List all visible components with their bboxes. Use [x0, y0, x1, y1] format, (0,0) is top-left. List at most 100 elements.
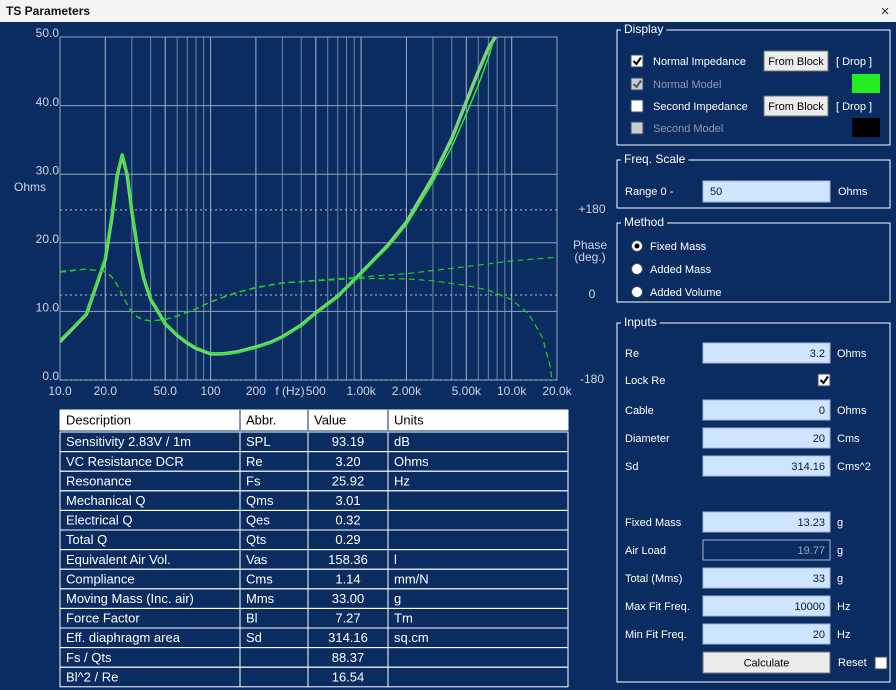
input-label: Lock Re: [625, 375, 665, 387]
input-unit: g: [837, 545, 843, 557]
checkbox[interactable]: [874, 656, 888, 670]
checkbox[interactable]: [630, 99, 644, 113]
table-cell: Cms: [246, 571, 273, 586]
checkbox[interactable]: [630, 54, 644, 68]
input-field[interactable]: [702, 180, 831, 203]
table-cell: Resonance: [66, 473, 132, 488]
input-field[interactable]: [702, 623, 831, 645]
table-cell: Compliance: [66, 571, 135, 586]
table-cell: Vas: [246, 552, 268, 567]
group-box: [616, 159, 891, 209]
table-cell: 93.19: [332, 434, 365, 449]
input-field[interactable]: [702, 399, 831, 421]
method-option: Added Volume: [650, 287, 722, 299]
table-header-cell: Units: [394, 412, 424, 427]
input-field[interactable]: [702, 567, 831, 589]
table-cell: Electrical Q: [66, 513, 132, 528]
input-value: 33: [813, 573, 825, 585]
x-tick-label: 50.0: [154, 384, 178, 398]
y-tick-label: 10.0: [36, 301, 60, 315]
input-field[interactable]: [702, 455, 831, 477]
table-cell: Fs / Qts: [66, 650, 112, 665]
checkbox[interactable]: [630, 77, 644, 91]
input-label: Total (Mms): [625, 573, 682, 585]
input-value: 13.23: [797, 517, 825, 529]
input-field[interactable]: [702, 342, 831, 364]
group-label: Inputs: [624, 315, 657, 329]
table-cell: 0.32: [335, 513, 360, 528]
table-cell: g: [394, 591, 401, 606]
radio-button[interactable]: [631, 286, 643, 298]
input-label: Air Load: [625, 545, 666, 557]
group-label: Method: [624, 215, 664, 229]
checkbox[interactable]: [630, 121, 644, 135]
table-header-bg: [59, 409, 569, 431]
input-value: 20: [813, 433, 825, 445]
checkbox[interactable]: [817, 373, 831, 387]
reset-label: Reset: [838, 657, 867, 669]
color-swatch[interactable]: [852, 74, 880, 93]
method-option: Added Mass: [650, 264, 712, 276]
table-cell: 33.00: [332, 591, 365, 606]
y-tick-label: 30.0: [36, 163, 60, 177]
group-label-bg: [621, 153, 689, 167]
table-cell: 158.36: [328, 552, 368, 567]
table-cell: Hz: [394, 473, 410, 488]
checkmark: [819, 375, 829, 385]
from-block-button-label: From Block: [768, 101, 824, 113]
table-cell: SPL: [246, 434, 271, 449]
table-cell: Sd: [246, 630, 262, 645]
table-cell: Eff. diaphragm area: [66, 630, 181, 645]
color-swatch[interactable]: [852, 118, 880, 137]
input-field[interactable]: [702, 511, 831, 533]
input-label: Cable: [625, 405, 654, 417]
drop-link[interactable]: [ Drop ]: [836, 101, 872, 113]
input-value: 3.2: [810, 348, 825, 360]
input-unit: g: [837, 573, 843, 585]
table-cell: sq.cm: [394, 630, 429, 645]
input-field[interactable]: [702, 427, 831, 449]
input-value: 0: [819, 405, 825, 417]
close-button[interactable]: ×: [881, 3, 890, 20]
y-tick-label: 0.0: [42, 369, 59, 383]
display-row-label: Second Model: [653, 123, 723, 135]
table-cell: Re: [246, 454, 263, 469]
y2-axis-label: Phase: [573, 238, 607, 252]
group-label-bg: [621, 316, 660, 330]
from-block-button[interactable]: [763, 50, 829, 72]
table-cell: Total Q: [66, 532, 107, 547]
phase-line: [60, 256, 557, 322]
table-cell: Sensitivity 2.83V / 1m: [66, 434, 191, 449]
table-header-cell: Description: [66, 412, 131, 427]
group-label-bg: [621, 216, 668, 230]
y-tick-label: 50.0: [36, 26, 60, 40]
input-unit: Hz: [837, 629, 850, 641]
table-row: [59, 666, 569, 688]
table-cell: dB: [394, 434, 410, 449]
x-axis-label: f (Hz): [275, 384, 304, 398]
display-row-label: Second Impedance: [653, 101, 748, 113]
table-cell: mm/N: [394, 571, 429, 586]
method-option: Fixed Mass: [650, 241, 707, 253]
y2-tick-label: -180: [580, 372, 604, 386]
table-cell: VC Resistance DCR: [66, 454, 184, 469]
from-block-button[interactable]: [763, 95, 829, 117]
y-tick-label: 20.0: [36, 232, 60, 246]
y2-tick-label: +180: [578, 202, 605, 216]
table-cell: Equivalent Air Vol.: [66, 552, 171, 567]
table-cell: 1.14: [335, 571, 360, 586]
table-cell: Mechanical Q: [66, 493, 145, 508]
group-box: [616, 222, 891, 303]
table-cell: l: [394, 552, 397, 567]
input-unit: Cms^2: [837, 461, 871, 473]
drop-link[interactable]: [ Drop ]: [836, 56, 872, 68]
input-unit: Ohms: [837, 405, 867, 417]
radio-button[interactable]: [631, 263, 643, 275]
table-cell: Bl: [246, 611, 258, 626]
table-cell: 3.20: [335, 454, 360, 469]
calculate-button[interactable]: [702, 651, 831, 674]
checkmark: [632, 79, 642, 89]
from-block-button-label: From Block: [768, 56, 824, 68]
input-field[interactable]: [702, 595, 831, 617]
